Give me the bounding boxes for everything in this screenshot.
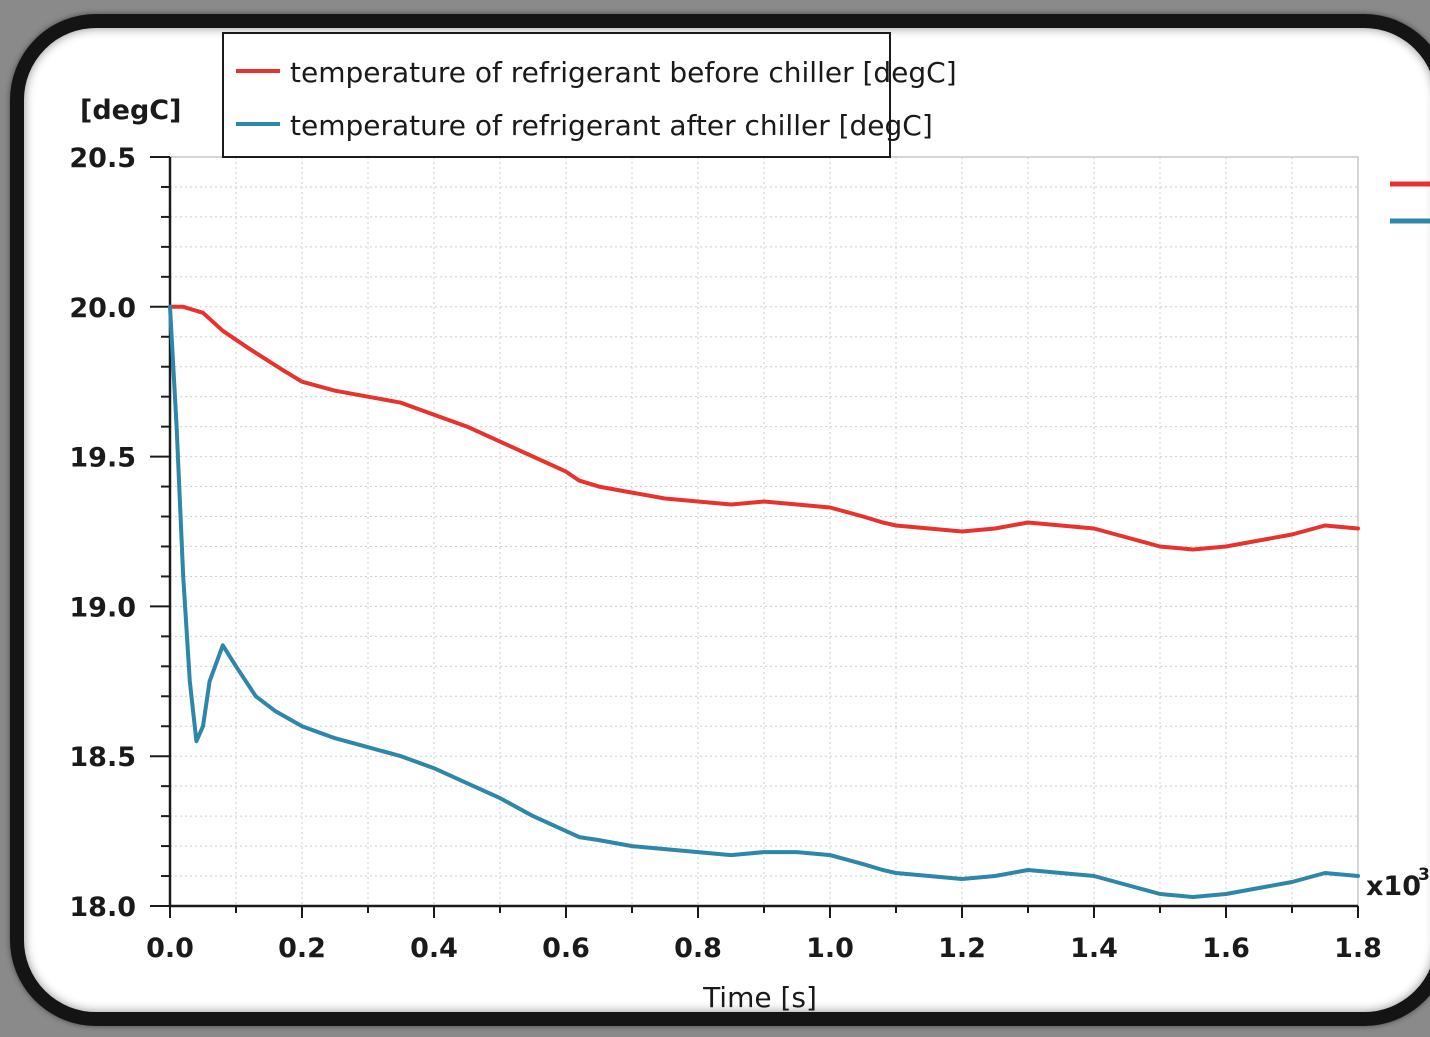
series-line-1: [168, 304, 1360, 899]
y-tick-label: 19.0: [69, 592, 136, 623]
x-tick-label: 0.0: [146, 933, 194, 964]
legend-label-after-chiller: temperature of refrigerant after chiller…: [290, 109, 933, 142]
x-tick-label: 1.4: [1070, 933, 1118, 964]
x-tick-label: 1.2: [938, 933, 986, 964]
y-tick-label: 20.0: [69, 293, 136, 324]
y-tick-label: 20.5: [69, 143, 136, 174]
y-tick-label: 18.5: [69, 742, 136, 773]
x-tick-label: 0.2: [278, 933, 326, 964]
x-tick-label: 1.8: [1334, 933, 1382, 964]
x-axis-multiplier-exponent: 3: [1418, 865, 1430, 885]
x-axis-multiplier: x10: [1366, 871, 1421, 902]
x-tick-label: 0.4: [410, 933, 458, 964]
x-tick-label: 0.6: [542, 933, 590, 964]
x-tick-label: 0.8: [674, 933, 722, 964]
legend-label-before-chiller: temperature of refrigerant before chille…: [290, 56, 957, 89]
y-tick-label: 18.0: [69, 892, 136, 923]
y-tick-label: 19.5: [69, 443, 136, 474]
x-axis-label: Time [s]: [702, 981, 817, 1014]
y-axis-label: [degC]: [80, 95, 181, 126]
grid-lines: [170, 157, 1358, 906]
legend-box: [222, 32, 891, 158]
series-line-0: [168, 304, 1360, 552]
tick-labels: 18.0 18.5 19.0 19.5 20.0 20.5 0.0 0.2 0.4 0.6 0.8 1…: [69, 143, 1382, 964]
chart-frame: [10, 14, 1430, 1026]
legend: temperature of refrigerant before chille…: [222, 32, 957, 158]
x-tick-label: 1.6: [1202, 933, 1250, 964]
axes: [150, 156, 1359, 918]
x-tick-label: 1.0: [806, 933, 854, 964]
series-lines: [168, 304, 1360, 899]
